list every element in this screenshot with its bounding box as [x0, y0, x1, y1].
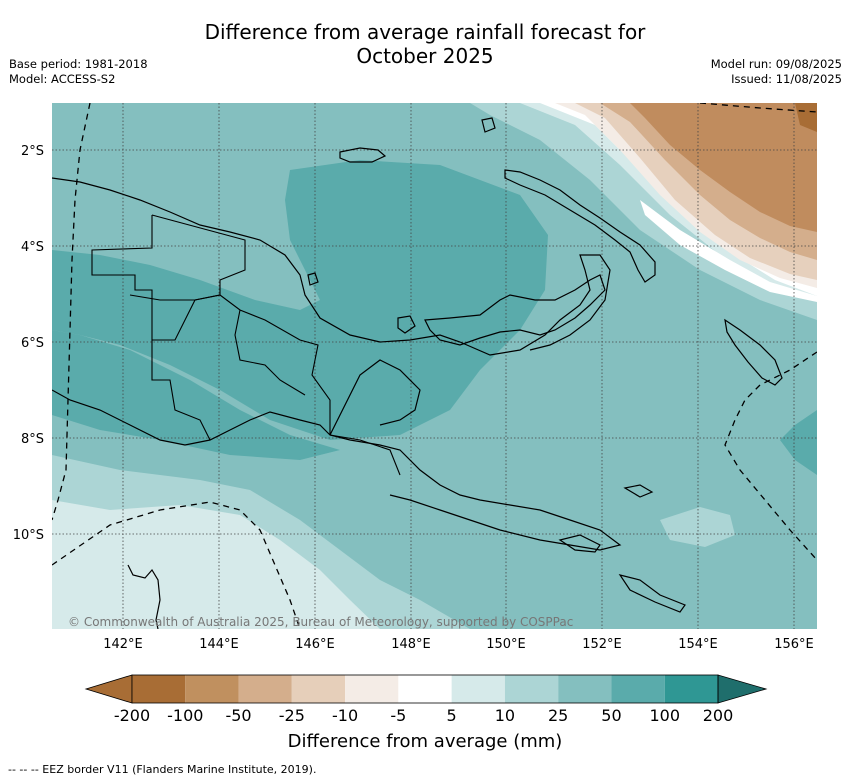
map-area [52, 103, 817, 629]
coast-island-6 [307, 272, 319, 286]
colorbar-tick-label: 100 [649, 706, 680, 725]
lon-label: 146°E [295, 637, 335, 652]
model-run: Model run: 09/08/2025 [710, 57, 842, 71]
title-line-1: Difference from average rainfall forecas… [204, 20, 646, 44]
lon-label: 154°E [678, 637, 718, 652]
coast-island-1 [558, 534, 601, 553]
coast-new-britain [424, 274, 606, 346]
colorbar-segment [398, 675, 452, 703]
colorbar-tick-label: -50 [225, 706, 251, 725]
colorbar-segment [451, 675, 505, 703]
coast-ng-north [52, 177, 611, 356]
meta-left: Base period: 1981-2018 Model: ACCESS-S2 [9, 57, 148, 87]
map-title: Difference from average rainfall forecas… [0, 20, 850, 68]
gridlines [52, 103, 817, 629]
colorbar-title: Difference from average (mm) [288, 731, 563, 752]
longitude-axis: 142°E 144°E 146°E 148°E 150°E 152°E 154°… [103, 637, 814, 652]
coast-manus [339, 147, 387, 163]
model-name: Model: ACCESS-S2 [9, 72, 116, 86]
colorbar-tick-label: 50 [601, 706, 621, 725]
field-neutral-band [640, 200, 817, 302]
boundaries [91, 214, 401, 476]
colorbar-tick-label: 10 [495, 706, 515, 725]
coast-new-ireland [504, 169, 656, 283]
colorbar-segment [185, 675, 239, 703]
lon-label: 150°E [486, 637, 526, 652]
lat-label: 10°S [13, 528, 44, 543]
lon-label: 156°E [774, 637, 814, 652]
colorbar: -200 -100 -50 -25 -10 -5 5 10 25 50 100 200 [84, 674, 768, 725]
lat-label: 4°S [21, 240, 44, 255]
coast-island-3 [623, 484, 654, 498]
colorbar-tick-label: 5 [447, 706, 457, 725]
coast-island-4 [481, 117, 496, 133]
lat-label: 2°S [21, 144, 44, 159]
colorbar-segment [611, 675, 665, 703]
base-period: Base period: 1981-2018 [9, 57, 148, 71]
copyright-text: © Commonwealth of Australia 2025, Bureau… [68, 615, 573, 629]
colorbar-tick-label: -10 [332, 706, 358, 725]
coastlines [52, 117, 783, 629]
colorbar-tick-label: 25 [548, 706, 568, 725]
field-light-wet-sw [52, 500, 380, 629]
eez-east [724, 351, 817, 561]
lon-label: 152°E [582, 637, 622, 652]
colorbar-segment [504, 675, 559, 703]
colorbar-segment [558, 675, 612, 703]
colorbar-segment [238, 675, 292, 703]
colorbar-tick-label: -200 [114, 706, 150, 725]
issued-date: Issued: 11/08/2025 [731, 72, 842, 86]
eez-borders [52, 103, 817, 629]
latitude-axis: 2°S 4°S 6°S 8°S 10°S [13, 144, 44, 543]
border-1 [91, 215, 211, 441]
colorbar-extend-low [84, 674, 133, 704]
colorbar-frame [131, 674, 719, 704]
lon-label: 148°E [391, 637, 431, 652]
field-strong-dry [630, 103, 817, 232]
coast-gulf [329, 359, 421, 436]
border-2 [151, 214, 246, 341]
coast-australia-tip [127, 564, 161, 629]
field-wet-10-25-se-patch [660, 507, 735, 547]
field-wet-50-100-west [52, 330, 340, 460]
title-line-2: October 2025 [356, 44, 494, 68]
coast-island-2 [618, 574, 686, 613]
meta-right: Model run: 09/08/2025 Issued: 11/08/2025 [711, 57, 842, 87]
colorbar-segment [664, 675, 718, 703]
colorbar-tick-label: -5 [390, 706, 406, 725]
eez-footnote: -- -- -- EEZ border V11 (Flanders Marine… [8, 763, 317, 776]
colorbar-extend-high [717, 674, 768, 704]
coast-bougainville [724, 318, 783, 386]
border-5 [329, 434, 401, 476]
border-4 [234, 309, 306, 396]
colorbar-segment [345, 675, 399, 703]
coast-island-5 [397, 315, 416, 334]
field-wet-50-100-east [780, 410, 817, 475]
colorbar-tick-label: 200 [703, 706, 734, 725]
eez-north-east [699, 103, 817, 113]
border-3 [129, 294, 331, 435]
colorbar-tick-label: -100 [167, 706, 203, 725]
eez-west [52, 103, 91, 521]
field-wet-50-100-central [52, 160, 548, 440]
lat-label: 6°S [21, 336, 44, 351]
coast-ng-south [52, 389, 622, 551]
lat-label: 8°S [21, 432, 44, 447]
colorbar-tick-label: -25 [279, 706, 305, 725]
colorbar-segment [291, 675, 346, 703]
lon-label: 142°E [103, 637, 143, 652]
colorbar-segment [132, 675, 186, 703]
lon-label: 144°E [199, 637, 239, 652]
